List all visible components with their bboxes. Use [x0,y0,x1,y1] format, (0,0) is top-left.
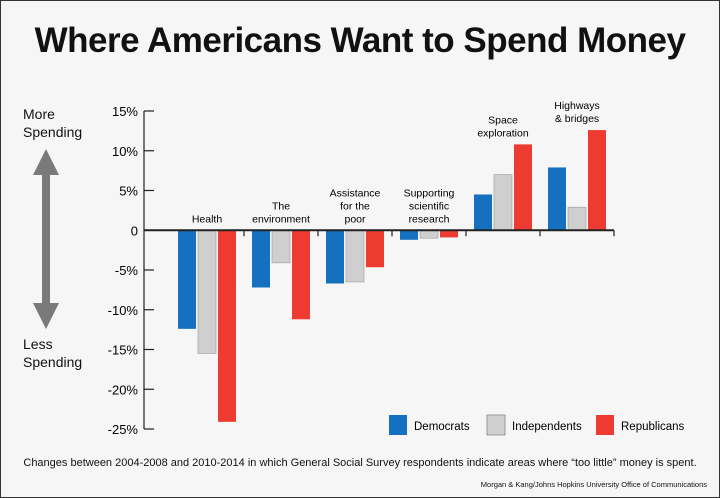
bar-republicans [440,230,458,238]
legend-swatch-republicans [596,415,614,435]
y-tick-label: 15% [112,104,138,119]
bar-republicans [292,230,310,320]
legend-swatch-democrats [389,415,407,435]
bar-independents [493,174,513,231]
bar-democrats [178,230,196,329]
category-label: The [272,200,290,212]
category-label: research [409,213,450,225]
category-label: Assistance [330,187,381,199]
bar-democrats [474,194,492,231]
bar-republicans [366,230,384,268]
legend-swatch-independents [486,414,506,436]
category-label: environment [252,213,310,225]
bar-independents [271,229,291,264]
category-label: & bridges [555,113,599,125]
legend-label: Democrats [414,421,470,433]
category-label: scientific [409,200,449,212]
double-arrow-icon [33,149,59,329]
category-label: poor [344,213,366,225]
bar-democrats [548,167,566,231]
less-spending-label: Less Spending [23,336,83,370]
y-tick-label: -5% [115,263,139,278]
y-tick-label: 10% [112,144,138,159]
legend-label: Republicans [621,421,685,433]
bar-independents [567,206,587,231]
y-tick-label: 0 [131,223,138,238]
bar-democrats [252,230,270,288]
bar-independents [419,229,439,239]
legend-label: Independents [512,421,582,433]
category-label: Supporting [404,187,455,199]
footnote: Changes between 2004-2008 and 2010-2014 … [23,457,697,469]
category-label: Space [488,114,518,126]
credit: Morgan & Kang/Johns Hopkins University O… [480,480,707,489]
bar-democrats [326,230,344,284]
bar-chart: 15% 10% 5% 0 -5% -10% -15% -20% -25% Health Theenv… [108,100,685,437]
bar-republicans [514,144,532,231]
category-label: for the [340,200,370,212]
y-tick-label: -15% [108,343,139,358]
y-tick-label: 5% [119,184,138,199]
bar-republicans [218,230,236,422]
y-tick-label: -25% [108,422,139,437]
bar-independents [197,229,217,354]
chart-title: Where Americans Want to Spend Money [34,21,686,60]
more-spending-label: More Spending [23,106,83,140]
bar-republicans [588,130,606,231]
bar-democrats [400,230,418,240]
y-tick-label: -20% [108,382,139,397]
category-label: exploration [477,127,529,139]
category-label: Highways [554,100,600,112]
y-tick-label: -10% [108,303,139,318]
category-label: Health [192,213,223,225]
bar-independents [345,229,365,283]
